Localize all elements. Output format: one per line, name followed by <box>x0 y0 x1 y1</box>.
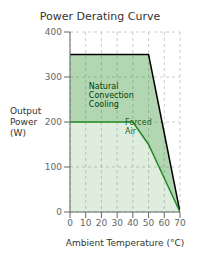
svg-text:60: 60 <box>159 218 171 228</box>
svg-text:30: 30 <box>111 218 123 228</box>
html-text:Power Derating Curve: Power Derating Curve <box>39 10 161 23</box>
svg-text:20: 20 <box>96 218 108 228</box>
svg-text:200: 200 <box>45 117 62 127</box>
svg-text:10: 10 <box>80 218 92 228</box>
svg-text:300: 300 <box>45 72 62 82</box>
svg-text:0: 0 <box>67 218 73 228</box>
svg-text:Ambient Temperature (°C): Ambient Temperature (°C) <box>66 238 184 248</box>
svg-text:OutputPower(W): OutputPower(W) <box>10 106 42 138</box>
svg-text:0: 0 <box>56 207 62 217</box>
svg-text:400: 400 <box>45 27 62 37</box>
svg-text:50: 50 <box>143 218 155 228</box>
svg-text:70: 70 <box>174 218 186 228</box>
svg-text:NaturalConvectionCooling: NaturalConvectionCooling <box>89 82 134 109</box>
svg-text:ForcedAir: ForcedAir <box>125 118 152 136</box>
svg-text:40: 40 <box>127 218 139 228</box>
svg-text:100: 100 <box>45 162 62 172</box>
